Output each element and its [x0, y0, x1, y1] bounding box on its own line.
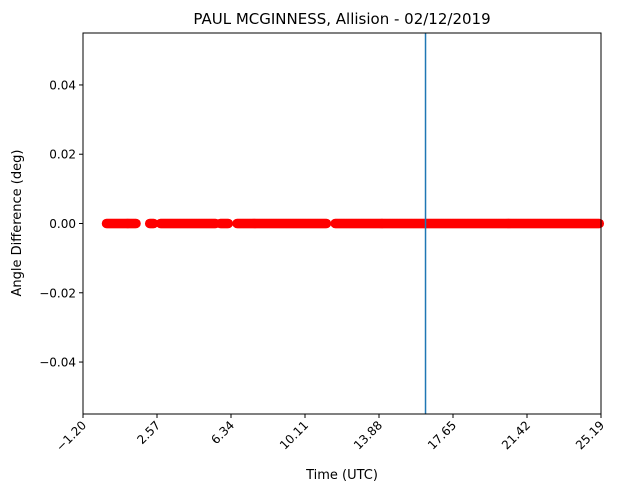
data-point — [594, 218, 605, 229]
y-tick-label: 0.02 — [49, 148, 76, 162]
plot-area — [101, 33, 605, 414]
chart-title: PAUL MCGINNESS, Allision - 02/12/2019 — [193, 10, 490, 28]
y-tick-label: 0.04 — [49, 78, 76, 92]
y-tick-label: 0.00 — [49, 217, 76, 231]
y-axis-label: Angle Difference (deg) — [10, 150, 25, 297]
data-point — [131, 218, 141, 229]
data-point — [148, 218, 159, 229]
data-point — [223, 218, 234, 229]
y-tick-label: −0.04 — [39, 356, 76, 370]
y-tick-label: −0.02 — [39, 286, 76, 300]
data-point — [321, 218, 332, 229]
x-axis-label: Time (UTC) — [305, 468, 378, 483]
